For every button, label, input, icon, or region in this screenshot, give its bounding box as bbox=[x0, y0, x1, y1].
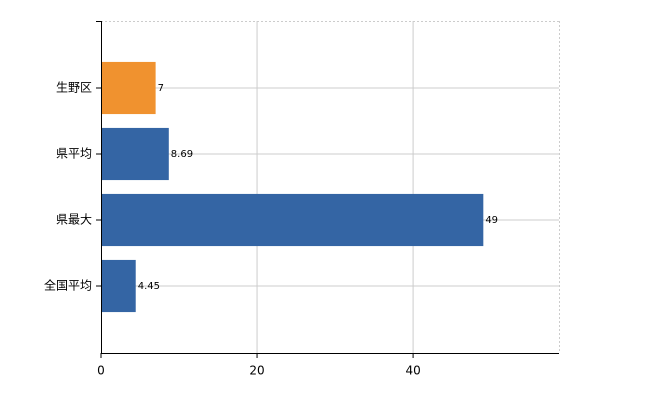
value-label: 8.69 bbox=[171, 149, 193, 160]
value-label: 7 bbox=[158, 83, 164, 94]
y-tick-label: 全国平均 bbox=[44, 278, 92, 293]
bar bbox=[101, 259, 136, 313]
x-tick-label: 40 bbox=[405, 364, 420, 378]
y-tick-label: 県最大 bbox=[56, 213, 92, 227]
y-tick-label: 生野区 bbox=[56, 81, 92, 95]
x-tick-label: 20 bbox=[249, 364, 264, 378]
bar bbox=[101, 127, 169, 181]
x-tick-label: 0 bbox=[97, 364, 105, 378]
bar bbox=[101, 61, 156, 115]
bar bbox=[101, 193, 484, 247]
y-tick-label: 県平均 bbox=[56, 147, 92, 161]
value-label: 4.45 bbox=[138, 281, 160, 292]
value-label: 49 bbox=[485, 215, 498, 226]
